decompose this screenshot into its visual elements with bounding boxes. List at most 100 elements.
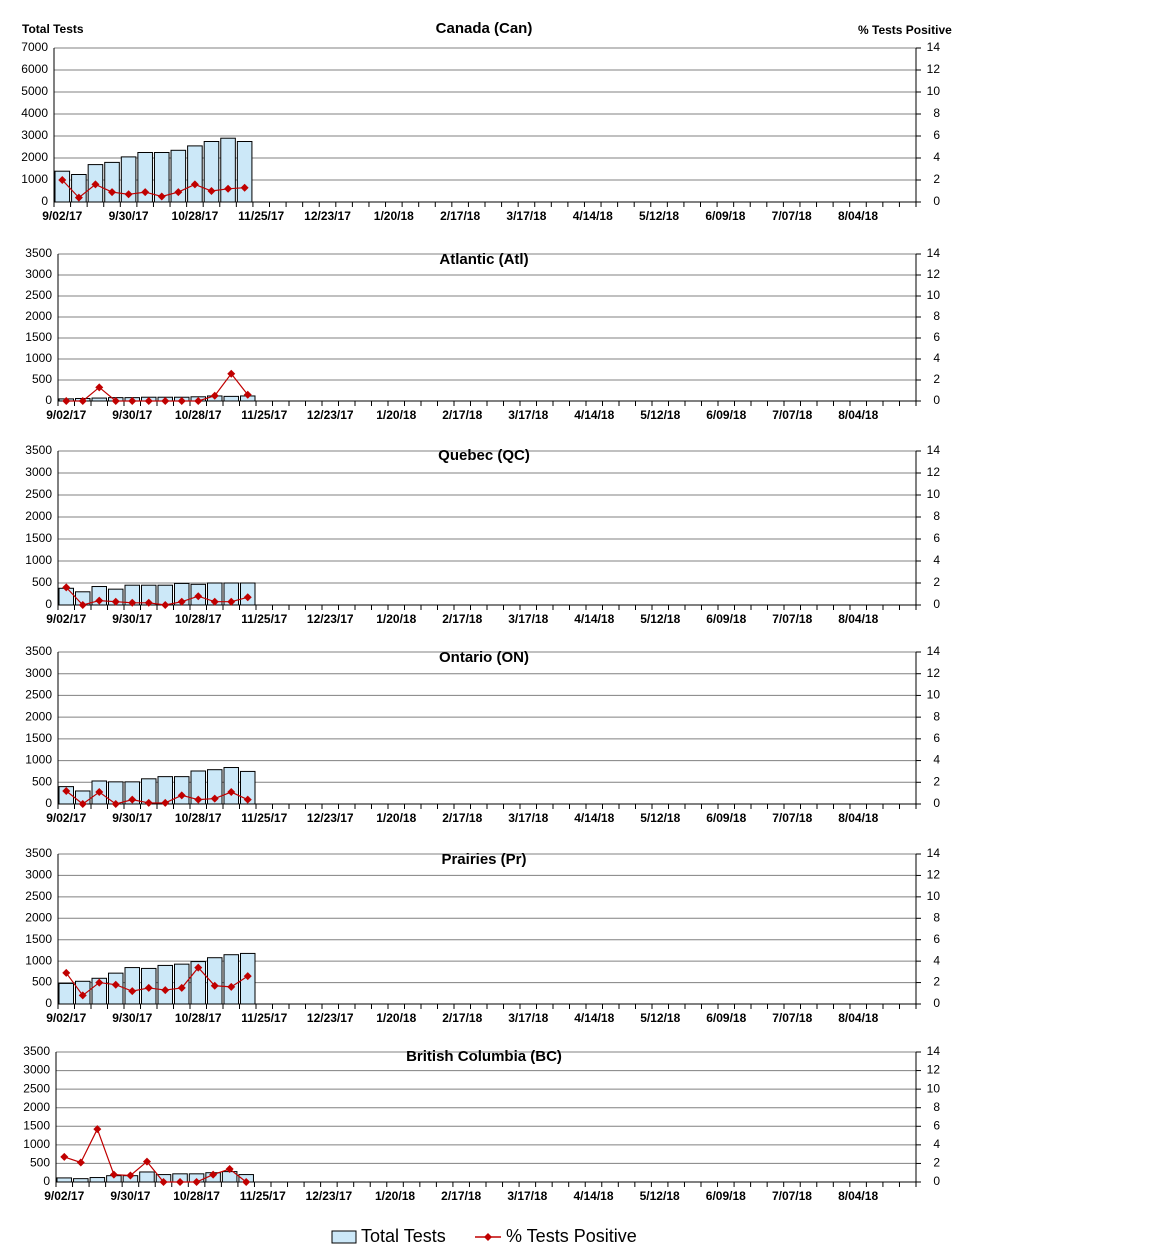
y2-tick-label: 4 bbox=[933, 953, 940, 967]
y-tick-label: 6000 bbox=[21, 62, 48, 76]
y2-tick-label: 4 bbox=[933, 351, 940, 365]
x-tick-label: 8/04/18 bbox=[838, 1011, 878, 1025]
y-tick-label: 3500 bbox=[25, 846, 52, 860]
y2-tick-label: 0 bbox=[933, 996, 940, 1010]
x-tick-label: 9/02/17 bbox=[46, 811, 86, 825]
legend-swatch bbox=[331, 1230, 357, 1244]
y-tick-label: 2500 bbox=[25, 889, 52, 903]
y-tick-label: 1000 bbox=[21, 172, 48, 186]
y2-tick-label: 0 bbox=[933, 597, 940, 611]
x-tick-label: 5/12/18 bbox=[640, 612, 680, 626]
x-tick-label: 3/17/18 bbox=[508, 1011, 548, 1025]
y2-tick-label: 6 bbox=[933, 1118, 940, 1132]
x-tick-label: 5/12/18 bbox=[640, 811, 680, 825]
y2-tick-label: 14 bbox=[927, 443, 941, 457]
y-tick-label: 1000 bbox=[23, 1137, 50, 1151]
y2-tick-label: 2 bbox=[933, 372, 940, 386]
marker bbox=[242, 1178, 251, 1186]
y-tick-label: 0 bbox=[45, 393, 52, 407]
marker bbox=[95, 978, 104, 987]
y-tick-label: 3000 bbox=[23, 1063, 50, 1077]
marker bbox=[62, 968, 71, 977]
x-tick-label: 4/14/18 bbox=[573, 1189, 613, 1203]
y-tick-label: 2000 bbox=[25, 910, 52, 924]
x-tick-label: 11/25/17 bbox=[240, 1189, 286, 1203]
legend-label: % Tests Positive bbox=[506, 1226, 637, 1246]
y-tick-label: 2500 bbox=[23, 1081, 50, 1095]
legend: Total Tests % Tests Positive bbox=[331, 1226, 637, 1246]
x-tick-label: 12/23/17 bbox=[307, 1011, 354, 1025]
x-tick-label: 2/17/18 bbox=[442, 612, 482, 626]
marker bbox=[93, 1125, 102, 1134]
marker bbox=[243, 972, 252, 981]
marker bbox=[177, 597, 186, 606]
x-tick-label: 11/25/17 bbox=[241, 811, 287, 825]
marker bbox=[192, 1178, 201, 1186]
y-tick-label: 2000 bbox=[25, 309, 52, 323]
marker bbox=[194, 397, 203, 405]
x-tick-label: 6/09/18 bbox=[706, 1011, 746, 1025]
x-tick-label: 9/30/17 bbox=[109, 209, 149, 223]
marker bbox=[111, 980, 120, 989]
y2-tick-label: 12 bbox=[927, 1063, 941, 1077]
x-tick-label: 8/04/18 bbox=[838, 408, 878, 422]
marker bbox=[60, 1152, 69, 1161]
marker bbox=[111, 800, 120, 808]
y-tick-label: 1000 bbox=[25, 953, 52, 967]
marker bbox=[227, 369, 236, 378]
y-tick-label: 3000 bbox=[21, 128, 48, 142]
y-tick-label: 2000 bbox=[25, 709, 52, 723]
y2-tick-label: 8 bbox=[933, 309, 940, 323]
chart-title: Canada (Can) bbox=[436, 20, 533, 37]
y2-tick-label: 8 bbox=[933, 509, 940, 523]
x-tick-label: 2/17/18 bbox=[442, 408, 482, 422]
x-tick-label: 9/02/17 bbox=[46, 1011, 86, 1025]
x-tick-label: 8/04/18 bbox=[838, 612, 878, 626]
y-tick-label: 7000 bbox=[21, 40, 48, 54]
x-tick-label: 11/25/17 bbox=[241, 1011, 287, 1025]
y2-tick-label: 8 bbox=[933, 910, 940, 924]
y-tick-label: 1000 bbox=[25, 753, 52, 767]
y2-tick-label: 14 bbox=[927, 644, 941, 658]
y-tick-label: 0 bbox=[41, 194, 48, 208]
x-tick-label: 6/09/18 bbox=[706, 811, 746, 825]
marker bbox=[144, 983, 153, 992]
x-tick-label: 1/20/18 bbox=[376, 408, 416, 422]
marker bbox=[58, 176, 67, 184]
bar bbox=[58, 982, 74, 1005]
marker bbox=[176, 1178, 185, 1186]
y2-tick-label: 6 bbox=[933, 731, 940, 745]
x-tick-label: 9/30/17 bbox=[112, 408, 152, 422]
y-tick-label: 1500 bbox=[25, 531, 52, 545]
x-tick-label: 9/30/17 bbox=[110, 1189, 150, 1203]
chart-title: Quebec (QC) bbox=[438, 447, 530, 464]
y-tick-label: 3000 bbox=[25, 868, 52, 882]
y2-tick-label: 0 bbox=[933, 393, 940, 407]
marker bbox=[78, 800, 87, 808]
chart-title: Atlantic (Atl) bbox=[439, 251, 528, 268]
marker bbox=[144, 598, 153, 607]
y2-tick-label: 6 bbox=[933, 128, 940, 142]
chart-title: Prairies (Pr) bbox=[441, 851, 526, 868]
x-tick-label: 3/17/18 bbox=[508, 811, 548, 825]
x-tick-label: 3/17/18 bbox=[508, 612, 548, 626]
marker bbox=[161, 601, 170, 609]
x-tick-label: 4/14/18 bbox=[573, 209, 613, 223]
x-tick-label: 2/17/18 bbox=[440, 209, 480, 223]
chart-title: British Columbia (BC) bbox=[406, 1048, 562, 1065]
marker bbox=[91, 180, 100, 189]
y2-tick-label: 4 bbox=[933, 1137, 940, 1151]
x-tick-label: 4/14/18 bbox=[574, 1011, 614, 1025]
y-tick-label: 3500 bbox=[23, 1044, 50, 1058]
marker bbox=[128, 598, 137, 607]
marker bbox=[62, 397, 71, 405]
x-tick-label: 2/17/18 bbox=[441, 1189, 481, 1203]
marker bbox=[95, 596, 104, 605]
y-tick-label: 2000 bbox=[25, 509, 52, 523]
marker bbox=[142, 1157, 151, 1166]
y-tick-label: 3500 bbox=[25, 644, 52, 658]
y-tick-label: 2000 bbox=[21, 150, 48, 164]
x-tick-label: 7/07/18 bbox=[772, 1011, 812, 1025]
bar bbox=[223, 395, 239, 402]
x-tick-label: 11/25/17 bbox=[238, 209, 284, 223]
